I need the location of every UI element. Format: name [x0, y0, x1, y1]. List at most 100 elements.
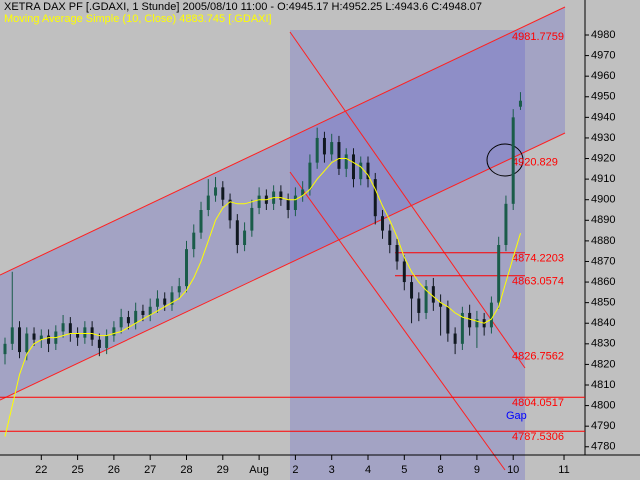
candle-body — [163, 298, 167, 305]
candle-body — [18, 327, 22, 353]
x-tick-label: Aug — [249, 464, 269, 476]
candle-body — [315, 137, 319, 163]
x-tick-label: 11 — [558, 464, 569, 476]
candle-body — [279, 191, 283, 200]
candle-body — [177, 286, 181, 293]
chart-title: XETRA DAX PF [.GDAXI, 1 Stunde] 2005/08/… — [4, 1, 482, 13]
y-tick-label: 4940 — [591, 111, 615, 123]
candle-body — [388, 230, 392, 245]
candle-body — [185, 249, 188, 287]
candle-body — [126, 317, 130, 324]
x-tick-label: 8 — [438, 464, 444, 476]
y-tick-label: 4860 — [591, 276, 615, 288]
candle-body — [497, 245, 501, 303]
down-channel-band — [290, 30, 525, 480]
x-tick-label: 22 — [35, 464, 47, 476]
candle-body — [199, 210, 203, 233]
candle-body — [76, 333, 80, 338]
candle-body — [417, 298, 421, 313]
x-tick-label: 25 — [71, 464, 83, 476]
candle-body — [25, 333, 29, 353]
trendline — [0, 132, 566, 401]
y-tick-label: 4900 — [591, 194, 615, 206]
x-tick-label: 3 — [329, 464, 335, 476]
candle-body — [112, 327, 116, 336]
candle-body — [308, 162, 312, 190]
candle-body — [192, 232, 196, 250]
candle-body — [468, 312, 472, 328]
candle-body — [39, 335, 43, 340]
candle-body — [170, 292, 174, 305]
candle-body — [410, 282, 414, 299]
candle-body — [250, 207, 254, 231]
candle-body — [439, 302, 443, 307]
x-tick-label: 27 — [144, 464, 156, 476]
candle-body — [475, 319, 479, 328]
candle-body — [83, 327, 87, 338]
candle-body — [119, 317, 123, 328]
candle-body — [344, 154, 348, 169]
y-tick-label: 4890 — [591, 214, 615, 226]
y-tick-label: 4910 — [591, 173, 615, 185]
trendline — [289, 171, 506, 471]
y-tick-label: 4820 — [591, 358, 615, 370]
highlight-circle — [486, 143, 524, 177]
trendline — [289, 31, 526, 369]
x-tick-label: 2 — [292, 464, 298, 476]
y-tick-label: 4790 — [591, 420, 615, 432]
candle-body — [381, 216, 385, 231]
y-tick-label: 4870 — [591, 255, 615, 267]
candle-body — [431, 286, 435, 303]
candle-body — [293, 195, 297, 210]
candle-body — [453, 333, 457, 344]
candle-body — [366, 162, 370, 180]
candle-body — [460, 312, 464, 344]
marks: 4780479048004810482048304840485048604870… — [0, 29, 615, 476]
y-tick-label: 4810 — [591, 379, 615, 391]
gap-label: Gap — [506, 410, 527, 422]
candle-body — [148, 306, 152, 315]
candle-body — [214, 187, 218, 196]
candle-body — [337, 142, 341, 169]
candle-body — [257, 195, 261, 208]
x-tick-label: 5 — [401, 464, 407, 476]
trendline — [0, 6, 566, 276]
x-tick-label: 4 — [365, 464, 371, 476]
candle-body — [243, 230, 247, 245]
y-tick-label: 4920 — [591, 152, 615, 164]
level-label: 4981.7759 — [512, 31, 564, 43]
y-tick-label: 4800 — [591, 399, 615, 411]
candle-body — [105, 335, 109, 348]
level-label: 4874.2203 — [512, 253, 564, 265]
candle-body — [359, 162, 363, 180]
candle-body — [10, 327, 14, 344]
candle-body — [351, 154, 355, 180]
trendlines — [0, 6, 566, 471]
candle-body — [3, 343, 7, 355]
candle-body — [221, 187, 225, 200]
candle-body — [97, 339, 101, 348]
candle-body — [134, 310, 138, 324]
candle-body — [373, 179, 377, 217]
candle-body — [301, 189, 305, 196]
level-label: 4863.0574 — [512, 276, 564, 288]
y-tick-label: 4850 — [591, 297, 615, 309]
y-tick-label: 4880 — [591, 235, 615, 247]
indicator-label: Moving Average Simple (10, Close) 4883.7… — [4, 13, 272, 25]
candle-body — [68, 323, 72, 334]
candle-body — [206, 195, 210, 210]
candle-body — [511, 117, 515, 204]
candle-body — [402, 261, 406, 283]
y-tick-label: 4780 — [591, 441, 615, 453]
x-tick-label: 26 — [108, 464, 120, 476]
candle-body — [141, 310, 145, 315]
x-tick-label: 28 — [180, 464, 192, 476]
candle-body — [32, 333, 36, 340]
y-tick-label: 4960 — [591, 70, 615, 82]
up-channel-band — [0, 7, 565, 400]
candle-body — [286, 199, 290, 210]
y-tick-label: 4950 — [591, 91, 615, 103]
x-tick-label: 9 — [474, 464, 480, 476]
